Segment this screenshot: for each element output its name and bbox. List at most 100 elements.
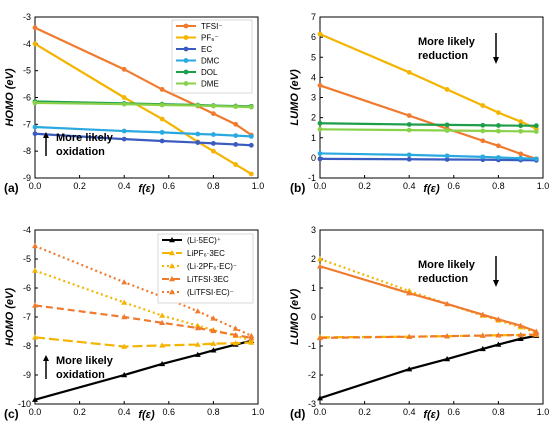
y-tick-label: -5 (23, 254, 31, 264)
data-point (233, 133, 239, 139)
series-line-1 (319, 33, 537, 130)
y-axis-label: HOMO (eV) (4, 288, 16, 346)
annotation-line2: oxidation (56, 146, 105, 158)
plot-frame (319, 229, 544, 405)
x-tick-label: 0.0 (314, 181, 327, 191)
data-point (406, 366, 413, 372)
legend-label: (Li·5EC)⁺ (187, 236, 221, 245)
y-tick-label: -4 (23, 225, 31, 235)
data-point (533, 328, 540, 334)
data-point (480, 103, 486, 108)
legend-marker (183, 58, 189, 63)
chart-panel-3: 0.0 0.2 0.4 0.6 0.8 1.0 3 2 1 0 -1 -2 -3 f(ε) LUMO (eV… (289, 225, 549, 421)
data-point (496, 128, 501, 134)
data-point (517, 322, 524, 328)
y-tick-label: -2 (308, 370, 316, 380)
data-point (32, 302, 38, 308)
data-point (479, 332, 486, 338)
data-point (406, 69, 412, 75)
series-line-0 (319, 84, 537, 160)
x-tick-label: 1.0 (537, 407, 550, 417)
legend-label: PF₆⁻ (201, 34, 219, 43)
x-tick-label: 0.2 (358, 407, 371, 417)
arrow-down-head-icon (493, 280, 499, 287)
data-point (518, 155, 524, 161)
y-tick-label: -3 (308, 399, 316, 409)
data-point (406, 113, 412, 119)
data-point (248, 332, 255, 339)
y-tick-label: -10 (18, 399, 31, 409)
legend-marker (183, 35, 189, 40)
legend-marker (183, 23, 189, 29)
y-tick-label: -7 (23, 312, 31, 322)
data-point (517, 331, 524, 338)
series-line-2 (319, 157, 537, 162)
data-point (121, 95, 127, 100)
data-point (444, 157, 450, 162)
x-axis-label: f(ε) (138, 409, 155, 421)
data-point (317, 156, 323, 162)
data-point (480, 128, 486, 134)
y-tick-label: -8 (23, 146, 31, 156)
x-tick-label: 0.6 (448, 181, 461, 191)
series-line-1 (319, 333, 537, 339)
data-point (495, 341, 502, 347)
data-point (248, 104, 254, 110)
legend-marker (169, 276, 175, 282)
data-point (195, 140, 201, 145)
data-point (121, 128, 127, 134)
annotation-line2: reduction (418, 50, 468, 62)
x-axis-label: f(ε) (423, 409, 440, 421)
data-point (211, 103, 216, 109)
data-point (496, 155, 501, 160)
y-tick-label: -9 (23, 370, 31, 380)
data-point (32, 100, 38, 106)
y-tick-label: 2 (311, 254, 316, 264)
data-point (159, 138, 165, 144)
y-tick-label: -8 (23, 341, 31, 351)
data-point (444, 300, 451, 307)
data-point (496, 143, 501, 149)
arrow-up-head-icon (43, 132, 49, 138)
data-point (480, 138, 486, 144)
data-point (195, 103, 201, 108)
legend-label: DME (201, 80, 219, 89)
data-point (444, 356, 451, 362)
legend-marker (169, 237, 175, 243)
legend-marker (183, 69, 189, 75)
chart-panel-2: 0.0 0.2 0.4 0.6 0.8 1.0 -4 -5 -6 -7 -8 -9 -10 f(ε) HOM… (4, 225, 264, 421)
annotation-line1: More likely (418, 36, 476, 48)
data-point (406, 152, 412, 158)
data-point (533, 129, 539, 134)
legend-marker (183, 81, 189, 86)
x-tick-label: 0.0 (29, 181, 42, 191)
data-point (533, 123, 539, 129)
data-point (32, 41, 38, 47)
data-point (121, 66, 127, 72)
data-point (121, 343, 128, 349)
y-tick-label: 0 (311, 312, 316, 322)
panel-label: (a) (4, 181, 19, 195)
y-tick-label: -4 (23, 39, 31, 49)
data-point (444, 87, 450, 92)
data-point (232, 331, 239, 338)
annotation-line2: oxidation (56, 369, 105, 381)
data-point (159, 319, 166, 325)
data-point (317, 263, 323, 269)
data-point (121, 136, 127, 142)
x-tick-label: 1.0 (252, 181, 265, 191)
data-point (533, 331, 540, 337)
data-point (233, 142, 239, 147)
x-tick-label: 0.8 (207, 407, 220, 417)
x-tick-label: 1.0 (537, 181, 550, 191)
series-line-5 (319, 128, 537, 133)
y-tick-label: -1 (308, 173, 316, 183)
panel-label: (d) (290, 407, 305, 421)
data-point (518, 128, 524, 134)
y-tick-label: 2 (311, 113, 316, 123)
data-point (406, 122, 412, 127)
data-point (210, 340, 217, 346)
series-line-1 (34, 336, 252, 348)
data-point (32, 124, 38, 130)
